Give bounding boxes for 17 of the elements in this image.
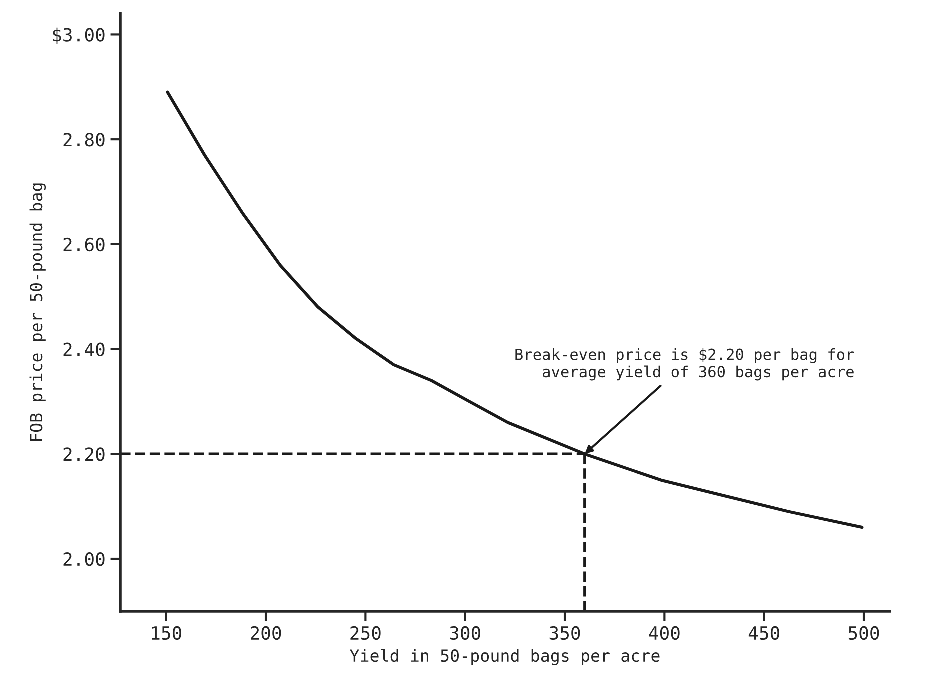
y-tick-label: 2.80 (64, 133, 105, 147)
x-axis-title: Yield in 50-pound bags per acre (350, 649, 660, 666)
x-tick-label: 500 (848, 626, 880, 640)
x-tick-label: 400 (649, 626, 680, 640)
annotation: Break-even price is $2.20 per bag for average yield of 360 bags per acre (516, 348, 854, 381)
y-tick-label: 2.20 (64, 448, 105, 462)
x-tick-label: 350 (550, 626, 580, 640)
y-tick-label: 2.60 (64, 238, 105, 252)
y-tick-label: 2.00 (64, 552, 105, 566)
x-tick-label: 150 (152, 626, 182, 640)
x-tick-label: 450 (748, 626, 780, 640)
x-tick-label: 200 (251, 626, 282, 640)
x-tick-label: 300 (450, 626, 480, 640)
y-tick-label: 2.40 (64, 342, 105, 356)
y-tick-label: $3.00 (53, 28, 105, 44)
y-axis-title: FOB price per 50-pound bag (30, 184, 46, 442)
x-tick-label: 250 (350, 626, 381, 640)
